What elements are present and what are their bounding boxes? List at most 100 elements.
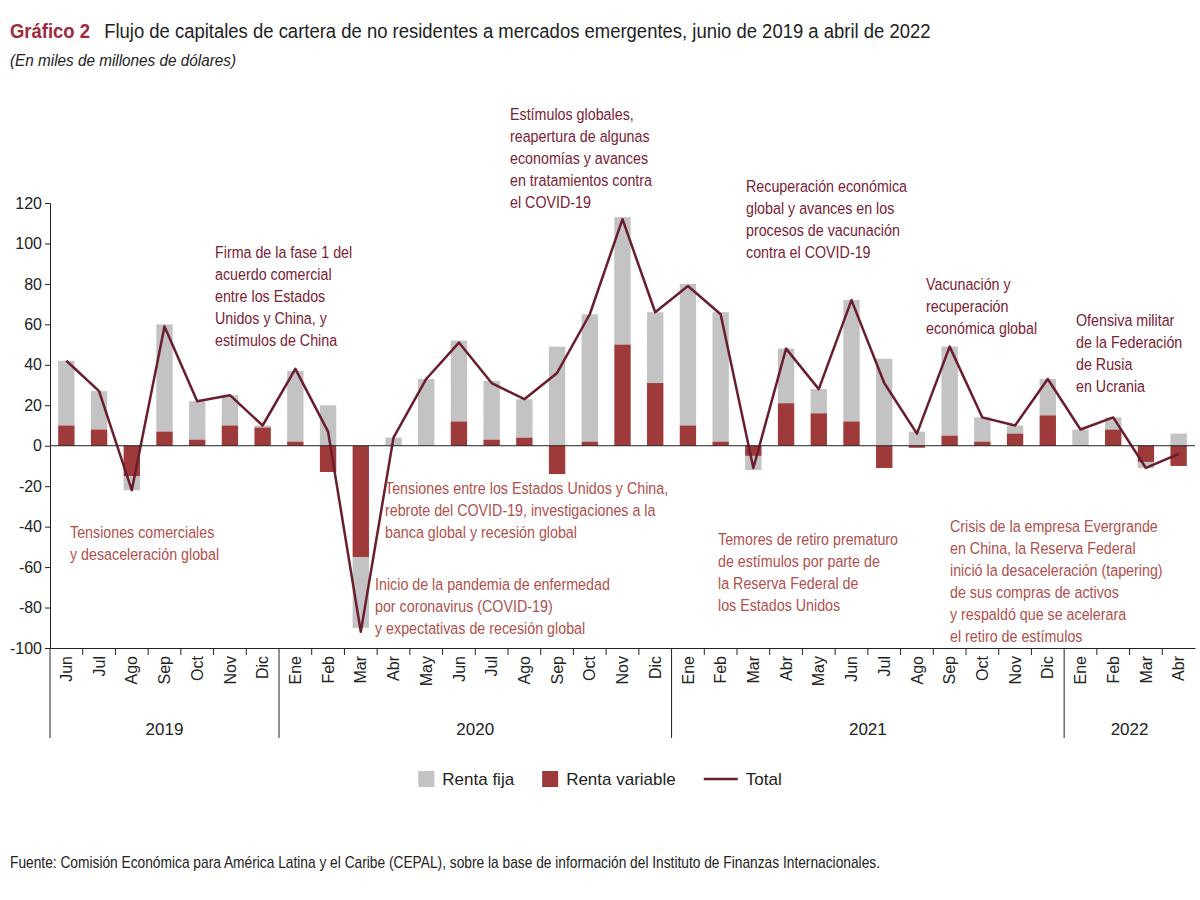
bar [614, 345, 630, 446]
legend-item: Renta fija [418, 770, 514, 789]
annotation-line: Tensiones comerciales [70, 523, 214, 541]
x-tick-label: May [810, 656, 827, 686]
y-tick-mark [45, 486, 50, 487]
year-label: 2022 [1111, 720, 1149, 739]
annotation-line: Tensiones entre los Estados Unidos y Chi… [385, 479, 668, 497]
legend-item: Total [704, 770, 782, 789]
annotation-line: recuperación [926, 297, 1009, 315]
x-tick-label: Mar [352, 655, 369, 683]
month-separator [1162, 648, 1163, 655]
x-tick-label: Sep [156, 656, 173, 685]
y-tick-mark [45, 527, 50, 528]
x-tick-label: Oct [581, 655, 598, 680]
y-axis-line [45, 204, 51, 649]
month-separator [311, 648, 312, 655]
legend-swatch [542, 771, 558, 787]
month-separator [409, 648, 410, 655]
bar [1040, 379, 1056, 415]
x-tick-label: Abr [385, 655, 402, 681]
bar-series [58, 345, 1187, 557]
month-separator [573, 648, 574, 655]
x-tick: Dic [647, 656, 664, 679]
x-tick-label: Feb [1105, 656, 1122, 684]
legend-swatch [418, 771, 434, 787]
annotation-line: banca global y recesión global [385, 523, 577, 541]
title-text: Flujo de capitales de cartera de no resi… [104, 19, 930, 42]
bar [287, 442, 303, 446]
annotation-line: Firma de la fase 1 del [215, 243, 352, 261]
annotation: Crisis de la empresa Evergrandeen China,… [950, 517, 1163, 645]
bar [843, 421, 859, 445]
bar [1105, 430, 1121, 446]
annotation-line: economías y avances [510, 149, 648, 167]
y-tick: 0 [33, 437, 50, 454]
month-separator [115, 648, 116, 655]
annotation: Estímulos globales,reapertura de algunas… [510, 105, 652, 211]
month-separator [180, 648, 181, 655]
month-separator [638, 648, 639, 655]
bar [483, 381, 499, 440]
x-tick-label: Mar [745, 655, 762, 683]
annotation-line: entre los Estados [215, 287, 325, 305]
x-tick: Sep [156, 656, 173, 685]
y-tick: 100 [15, 235, 50, 252]
zero-line [50, 445, 1195, 446]
x-tick: Feb [320, 656, 337, 684]
annotation: Tensiones comerciales y desaceleración gl… [70, 523, 219, 563]
bar [58, 361, 74, 426]
y-tick-label: 120 [15, 195, 42, 212]
bar [778, 403, 794, 445]
month-separator [1031, 648, 1032, 655]
annotation-line: de Rusia [1076, 355, 1133, 373]
year-label: 2021 [849, 720, 887, 739]
month-separator [246, 648, 247, 655]
month-separator [475, 648, 476, 655]
month-separator [835, 648, 836, 655]
x-tick-label: Ago [123, 656, 140, 685]
x-tick: Mar [745, 655, 762, 683]
bar [1007, 434, 1023, 446]
year-label: 2020 [456, 720, 494, 739]
x-tick-label: Abr [778, 655, 795, 681]
x-tick: Abr [1170, 655, 1187, 681]
annotation-line: por coronavirus (COVID-19) [375, 597, 553, 615]
annotation-line: el retiro de estímulos [950, 627, 1083, 645]
year-label: 2019 [146, 720, 184, 739]
annotation-line: de sus compras de activos [950, 583, 1119, 601]
y-tick: -20 [19, 478, 50, 495]
x-tick-label: Jun [843, 656, 860, 682]
bar [811, 413, 827, 445]
chart-container: Gráfico 2Flujo de capitales de cartera d… [0, 0, 1200, 900]
month-separator [1096, 648, 1097, 655]
annotation-line: y desaceleración global [70, 545, 219, 563]
x-tick-label: Jul [876, 656, 893, 676]
annotation-line: y respaldó que se acelerara [950, 605, 1126, 623]
legend-label: Renta variable [566, 770, 676, 789]
y-tick-mark [45, 446, 50, 447]
x-tick-label: Ene [680, 656, 697, 685]
bar [516, 438, 532, 446]
year-separator [671, 648, 672, 738]
x-tick: Ago [123, 656, 140, 685]
x-tick-label: Oct [974, 655, 991, 680]
bar [582, 314, 598, 441]
x-tick: Jun [843, 656, 860, 682]
x-tick-label: Mar [1138, 655, 1155, 683]
bar [974, 442, 990, 446]
y-tick-label: 100 [15, 235, 42, 252]
x-tick-label: Nov [614, 656, 631, 684]
annotation-line: estímulos de China [215, 331, 337, 349]
month-separator [900, 648, 901, 655]
x-tick: Ago [909, 656, 926, 685]
annotation-line: Inicio de la pandemia de enfermedad [375, 575, 610, 593]
x-tick: Dic [254, 656, 271, 679]
plot-area [58, 217, 1187, 632]
annotation-line: Unidos y China, y [215, 309, 327, 327]
bar [712, 312, 728, 441]
y-tick-label: 0 [33, 437, 42, 454]
y-tick-label: 80 [24, 276, 42, 293]
chart-svg: Gráfico 2Flujo de capitales de cartera d… [0, 0, 1200, 900]
annotation-line: los Estados Unidos [718, 596, 840, 614]
x-tick-label: Abr [1170, 655, 1187, 681]
y-tick: -40 [19, 518, 50, 535]
